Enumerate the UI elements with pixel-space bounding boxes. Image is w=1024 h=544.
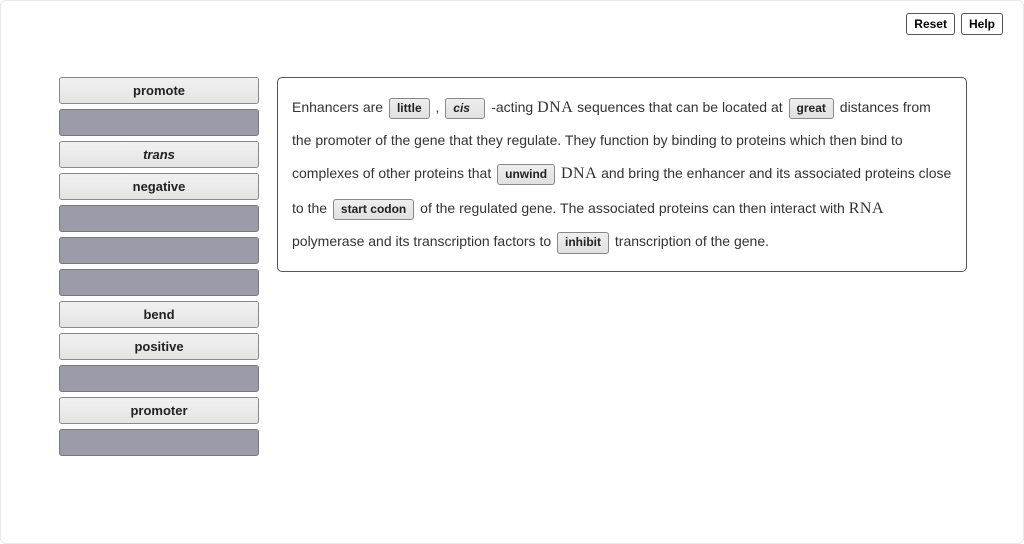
sentence-text: Enhancers are xyxy=(292,99,387,115)
drop-target-2[interactable]: cis xyxy=(445,98,485,119)
word-tile-positive[interactable]: positive xyxy=(59,333,259,360)
word-tile-promoter[interactable]: promoter xyxy=(59,397,259,424)
sentence-text: transcription of the gene. xyxy=(615,233,769,249)
word-tile-promote[interactable]: promote xyxy=(59,77,259,104)
term-rna: RNA xyxy=(849,200,884,217)
drop-target-3[interactable]: great xyxy=(789,98,834,119)
drop-target-6[interactable]: inhibit xyxy=(557,232,609,253)
word-tile-negative[interactable]: negative xyxy=(59,173,259,200)
top-button-bar: Reset Help xyxy=(906,13,1003,35)
exercise-container: Reset Help promote trans negative bend p… xyxy=(0,0,1024,544)
sentence-text: -acting xyxy=(491,99,537,115)
word-slot-empty[interactable] xyxy=(59,365,259,392)
word-tile-bend[interactable]: bend xyxy=(59,301,259,328)
word-bank: promote trans negative bend positive pro… xyxy=(59,77,259,456)
term-dna: DNA xyxy=(561,165,597,182)
main-row: promote trans negative bend positive pro… xyxy=(19,77,1005,456)
drop-target-1[interactable]: little xyxy=(389,98,430,119)
sentence-text: , xyxy=(436,99,444,115)
word-slot-empty[interactable] xyxy=(59,205,259,232)
word-tile-trans[interactable]: trans xyxy=(59,141,259,168)
word-slot-empty[interactable] xyxy=(59,429,259,456)
word-slot-empty[interactable] xyxy=(59,237,259,264)
sentence-text: sequences that can be located at xyxy=(577,99,786,115)
drop-target-4[interactable]: unwind xyxy=(497,164,555,185)
term-dna: DNA xyxy=(537,99,573,116)
help-button[interactable]: Help xyxy=(961,13,1003,35)
reset-button[interactable]: Reset xyxy=(906,13,955,35)
sentence-text: polymerase and its transcription factors… xyxy=(292,233,555,249)
drop-target-5[interactable]: start codon xyxy=(333,199,414,220)
word-slot-empty[interactable] xyxy=(59,109,259,136)
sentence-text: of the regulated gene. The associated pr… xyxy=(420,200,849,216)
word-slot-empty[interactable] xyxy=(59,269,259,296)
sentence-panel: Enhancers are little , cis -acting DNA s… xyxy=(277,77,967,272)
